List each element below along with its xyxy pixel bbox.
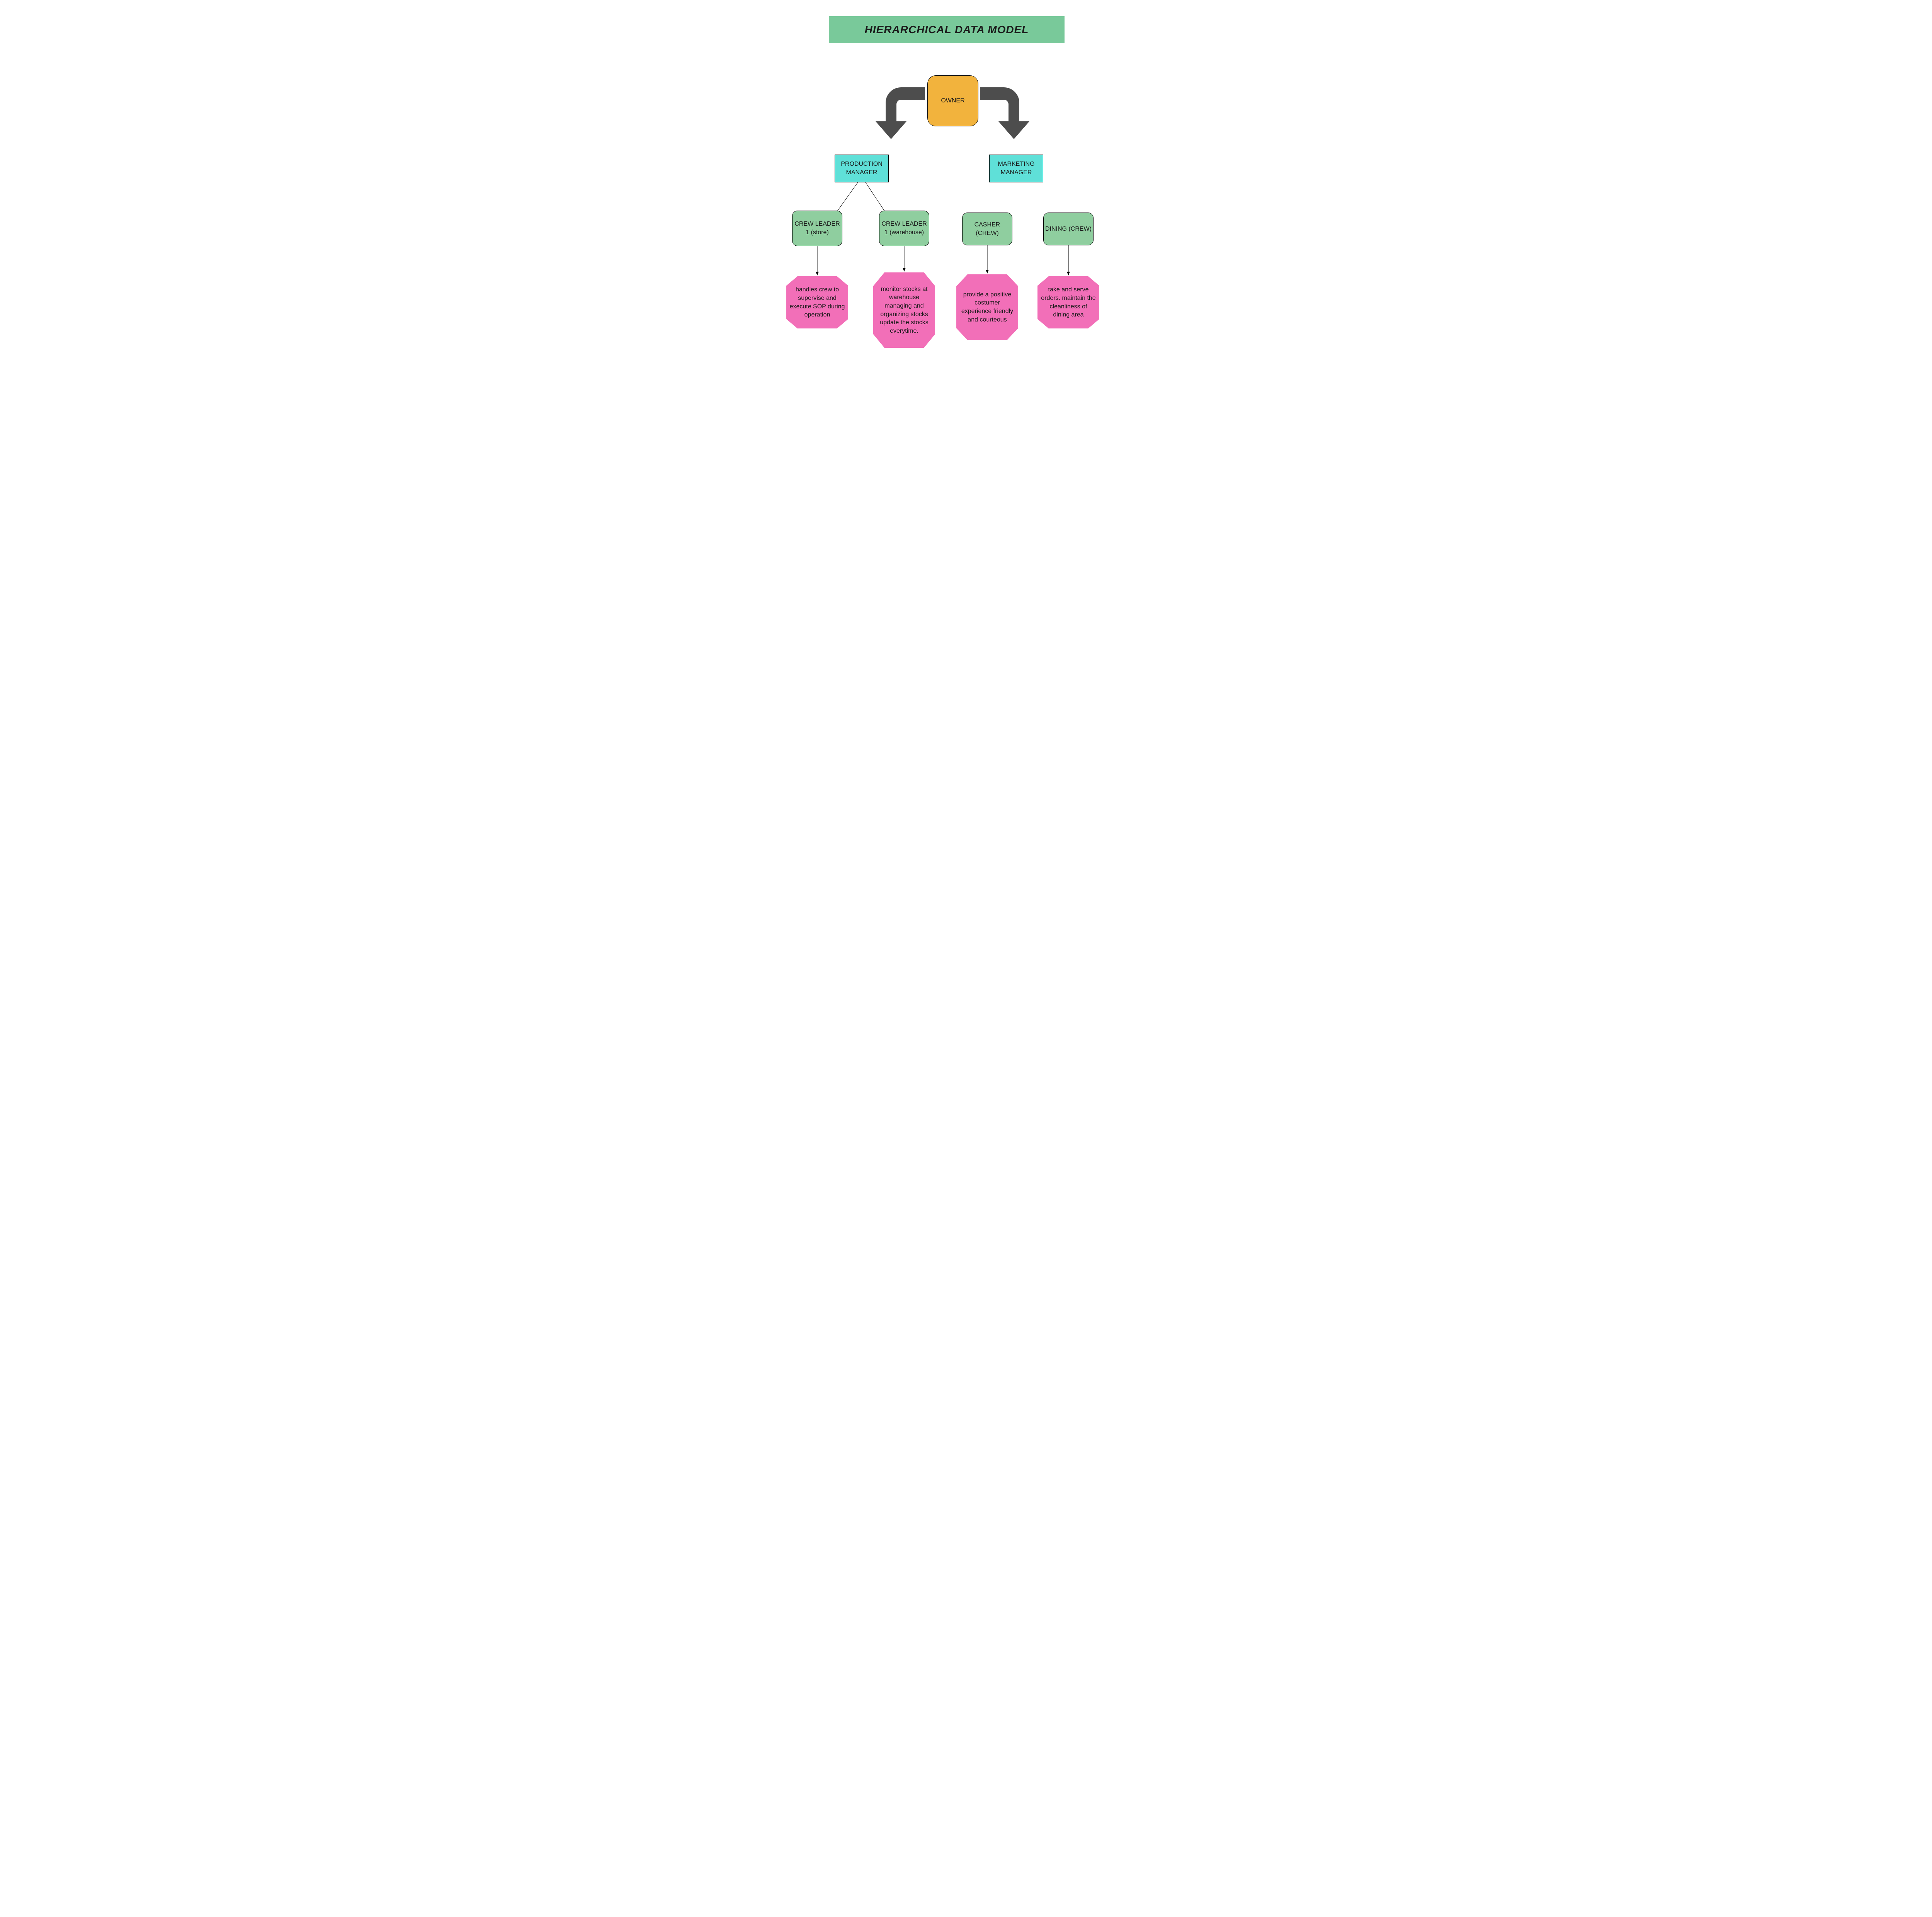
- node-crew-leader-store: CREW LEADER 1 (store): [792, 211, 842, 246]
- node-dining: DINING (CREW): [1043, 213, 1094, 245]
- node-production-manager: PRODUCTION MANAGER: [835, 155, 889, 182]
- node-desc-warehouse: monitor stocks at warehouse managing and…: [873, 272, 935, 348]
- node-casher: CASHER (CREW): [962, 213, 1012, 245]
- diagram-canvas: HIERARCHICAL DATA MODEL OWNER PRODUCTION…: [719, 0, 1213, 350]
- edges-group: [817, 182, 1068, 275]
- title-banner: HIERARCHICAL DATA MODEL: [829, 16, 1065, 43]
- node-marketing-manager: MARKETING MANAGER: [989, 155, 1043, 182]
- node-desc-store: handles crew to supervise and execute SO…: [786, 276, 848, 328]
- node-owner: OWNER: [927, 75, 978, 126]
- big-arrow-left: [876, 87, 925, 139]
- big-arrow-right: [980, 87, 1029, 139]
- node-crew-leader-warehouse: CREW LEADER 1 (warehouse): [879, 211, 929, 246]
- node-desc-casher: provide a positive costumer experience f…: [956, 274, 1018, 340]
- node-desc-dining: take and serve orders. maintain the clea…: [1037, 276, 1099, 328]
